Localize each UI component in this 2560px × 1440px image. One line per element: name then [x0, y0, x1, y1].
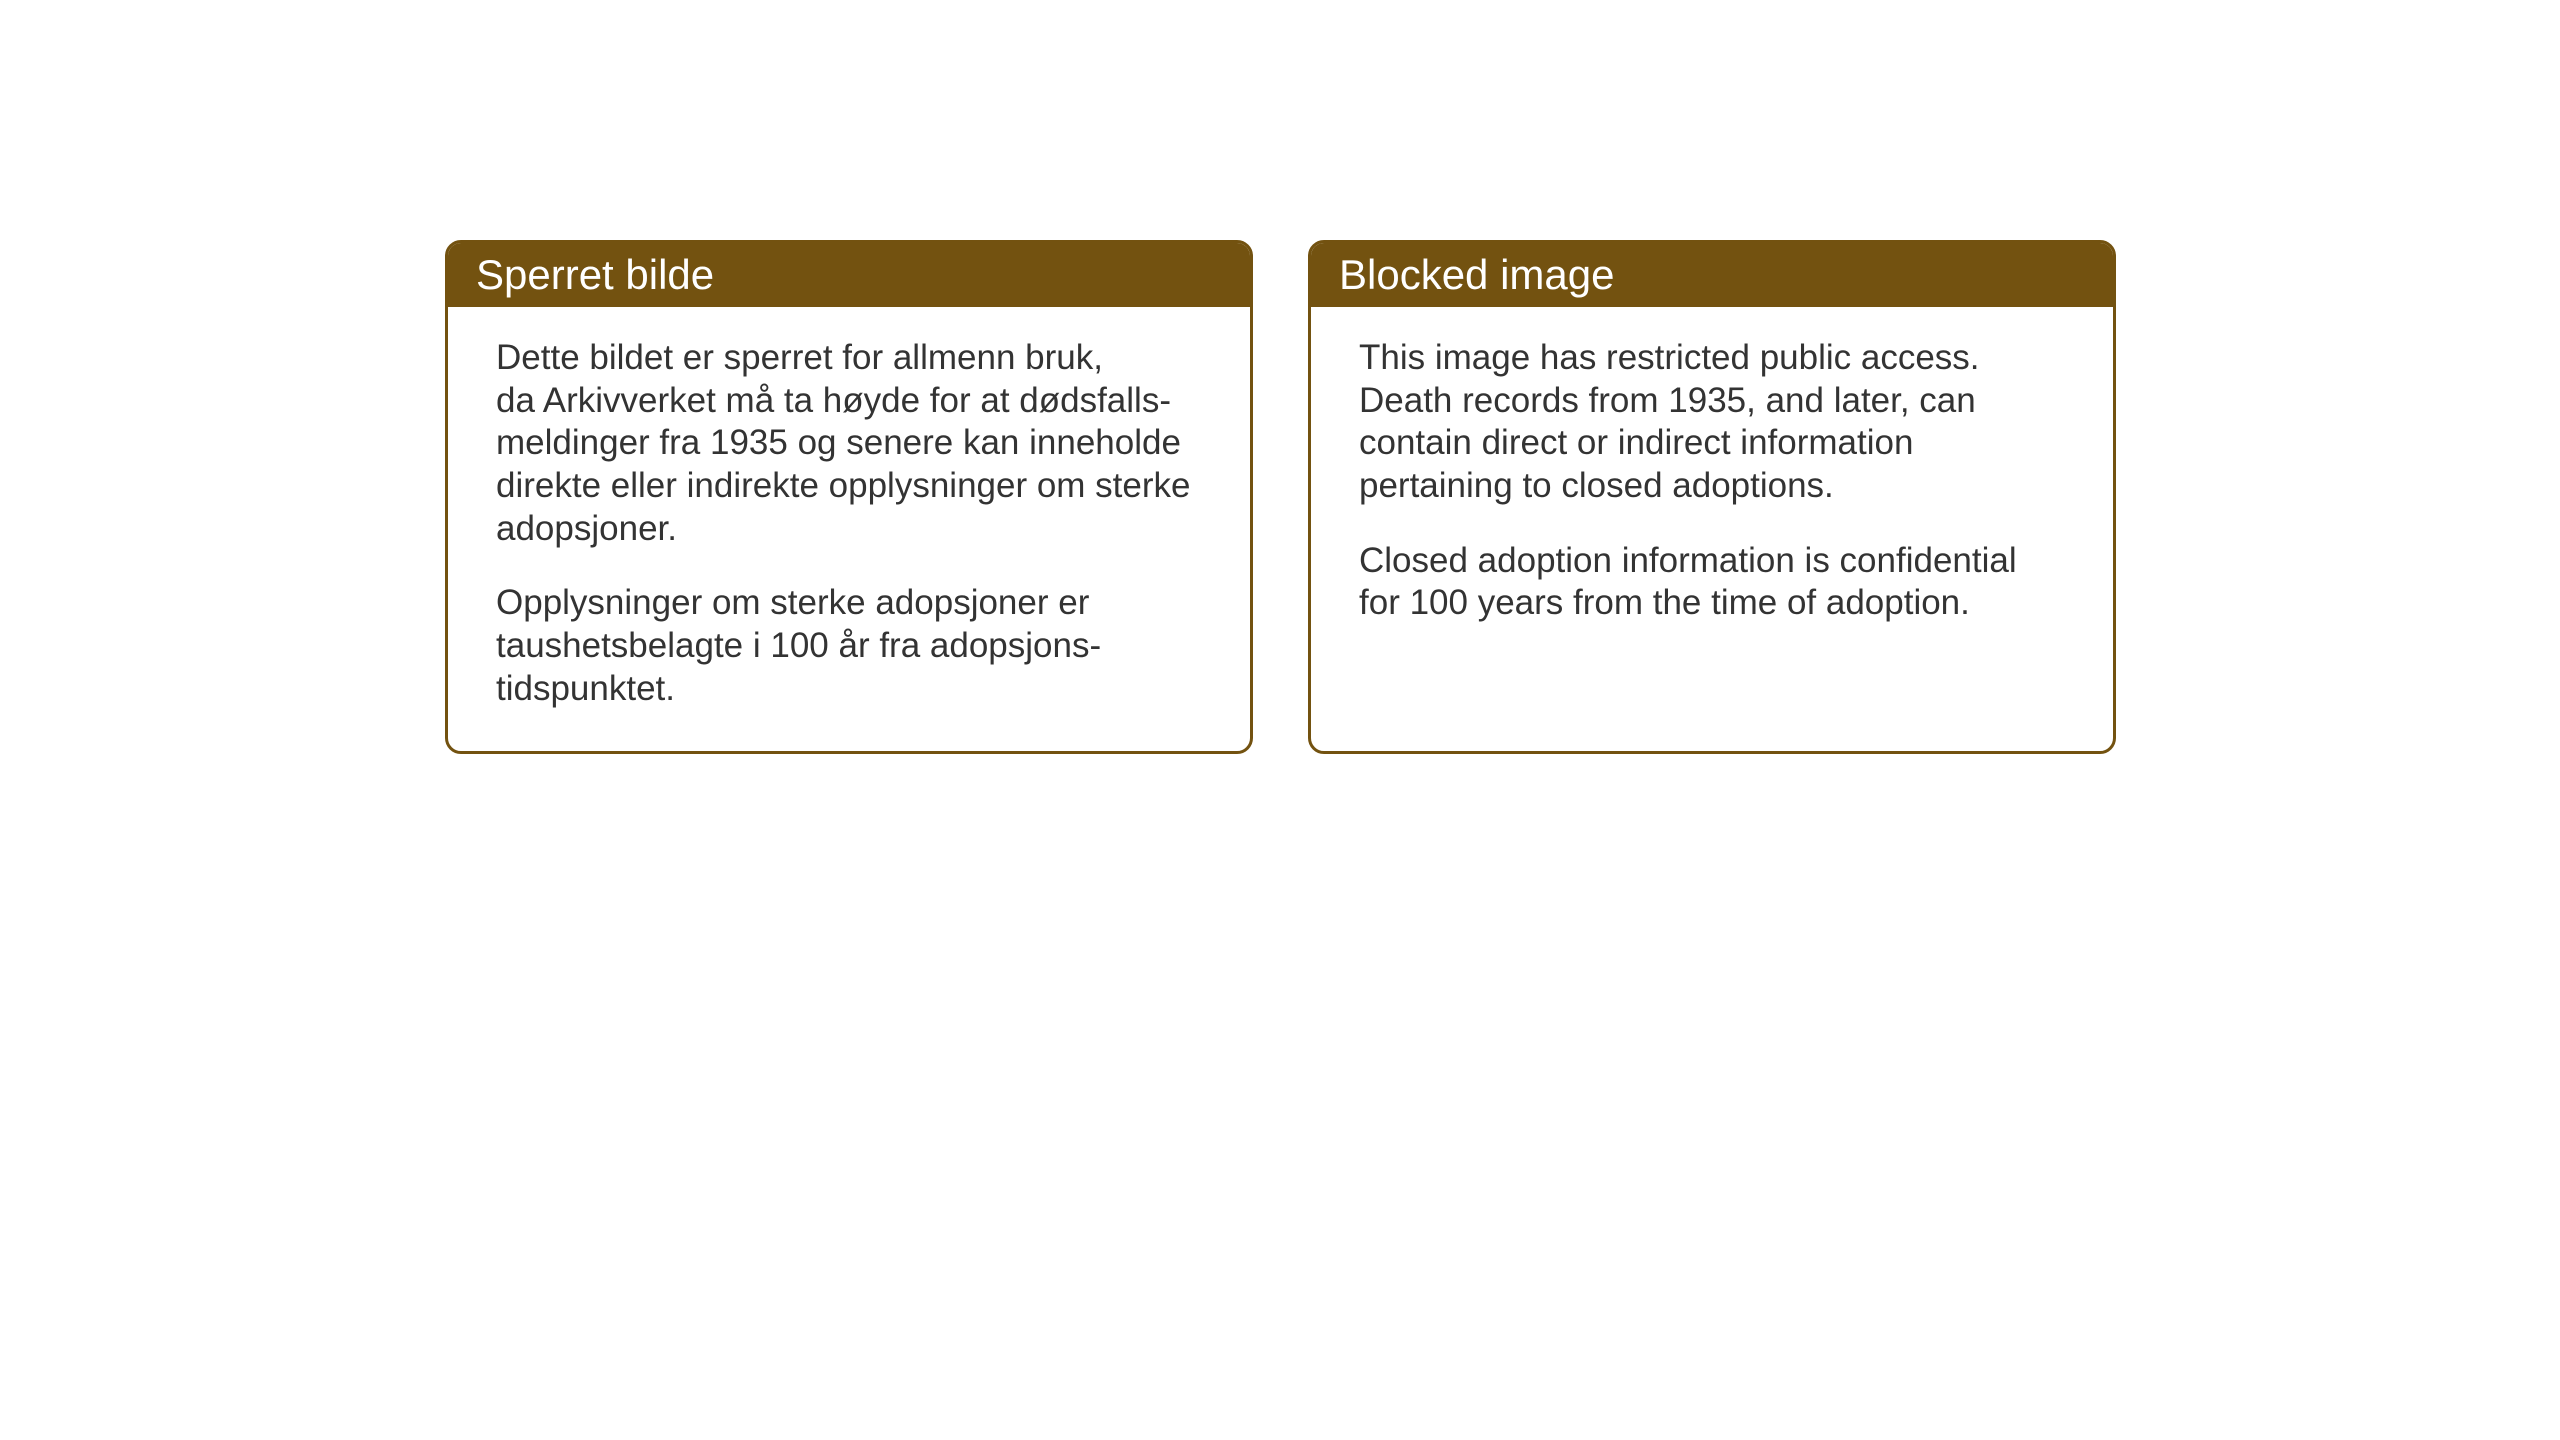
panel-norwegian: Sperret bilde Dette bildet er sperret fo…	[445, 240, 1253, 754]
paragraph-1-norwegian: Dette bildet er sperret for allmenn bruk…	[496, 337, 1202, 550]
panel-english: Blocked image This image has restricted …	[1308, 240, 2116, 754]
paragraph-2-english: Closed adoption information is confident…	[1359, 540, 2065, 625]
panel-header-norwegian: Sperret bilde	[448, 243, 1250, 307]
panel-title-norwegian: Sperret bilde	[476, 251, 714, 298]
panel-body-norwegian: Dette bildet er sperret for allmenn bruk…	[448, 307, 1250, 751]
panel-body-english: This image has restricted public access.…	[1311, 307, 2113, 717]
paragraph-2-norwegian: Opplysninger om sterke adopsjoner ertaus…	[496, 582, 1202, 710]
panel-title-english: Blocked image	[1339, 251, 1614, 298]
panel-header-english: Blocked image	[1311, 243, 2113, 307]
panels-container: Sperret bilde Dette bildet er sperret fo…	[445, 240, 2116, 754]
paragraph-1-english: This image has restricted public access.…	[1359, 337, 2065, 508]
